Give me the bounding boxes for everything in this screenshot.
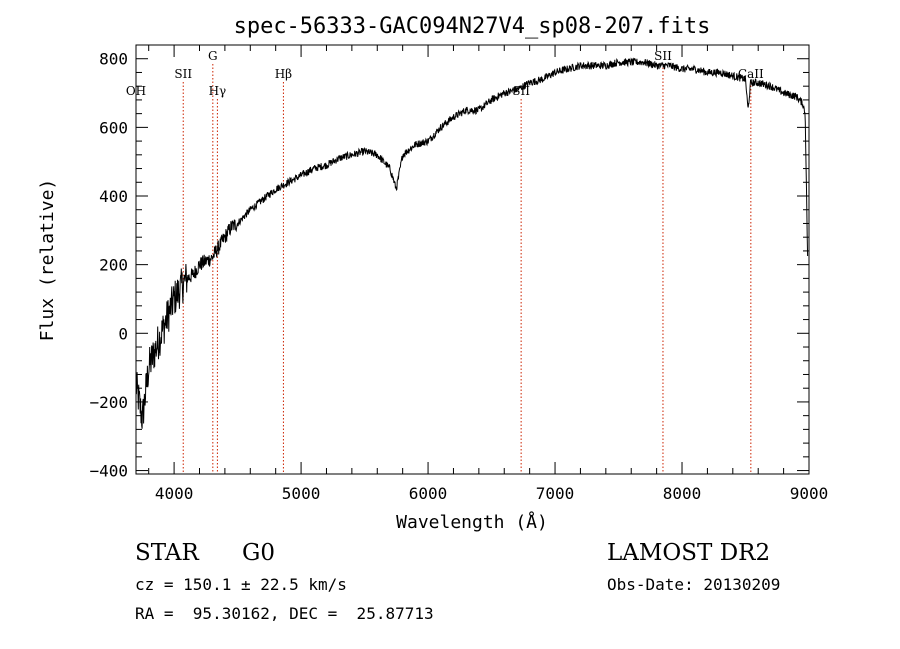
redshift-cz: cz = 150.1 ± 22.5 km/s	[135, 575, 347, 594]
plot-frame	[135, 44, 810, 475]
spectral-line-label: Hβ	[275, 67, 292, 81]
spectral-line-label: SII	[174, 67, 192, 81]
x-tick-label: 9000	[790, 484, 829, 503]
y-axis-label: Flux (relative)	[37, 179, 58, 342]
x-tick-label: 7000	[536, 484, 575, 503]
y-tick-label: 400	[99, 187, 128, 206]
observation-date: Obs-Date: 20130209	[607, 575, 781, 594]
object-class: STAR	[135, 540, 199, 566]
object-subclass: G0	[242, 540, 276, 566]
y-tick-label: −200	[89, 393, 128, 412]
y-tick-label: 800	[99, 50, 128, 69]
spectral-line-label: Hγ	[209, 84, 227, 98]
x-axis-label: Wavelength (Å)	[396, 511, 548, 533]
x-tick-label: 5000	[282, 484, 321, 503]
spectral-line-label: CaII	[738, 67, 764, 81]
x-tick-label: 8000	[663, 484, 702, 503]
y-tick-label: 200	[99, 256, 128, 275]
y-axis-ticks: −400 −200 0 200 400 600 800	[89, 50, 809, 481]
spectral-line-label: G	[208, 49, 218, 63]
x-tick-label: 6000	[409, 484, 448, 503]
x-tick-label: 4000	[155, 484, 194, 503]
chart-title: spec-56333-GAC094N27V4_sp08-207.fits	[234, 14, 711, 39]
spectrum-line	[135, 57, 809, 429]
y-tick-label: 0	[118, 324, 128, 343]
coordinates: RA = 95.30162, DEC = 25.87713	[135, 604, 434, 623]
survey-name: LAMOST DR2	[607, 540, 771, 566]
spectral-line-label: SII	[654, 49, 672, 63]
y-tick-label: −400	[89, 462, 128, 481]
x-axis-ticks: 4000 5000 6000 7000 8000 9000	[148, 45, 829, 503]
y-tick-label: 600	[99, 118, 128, 137]
